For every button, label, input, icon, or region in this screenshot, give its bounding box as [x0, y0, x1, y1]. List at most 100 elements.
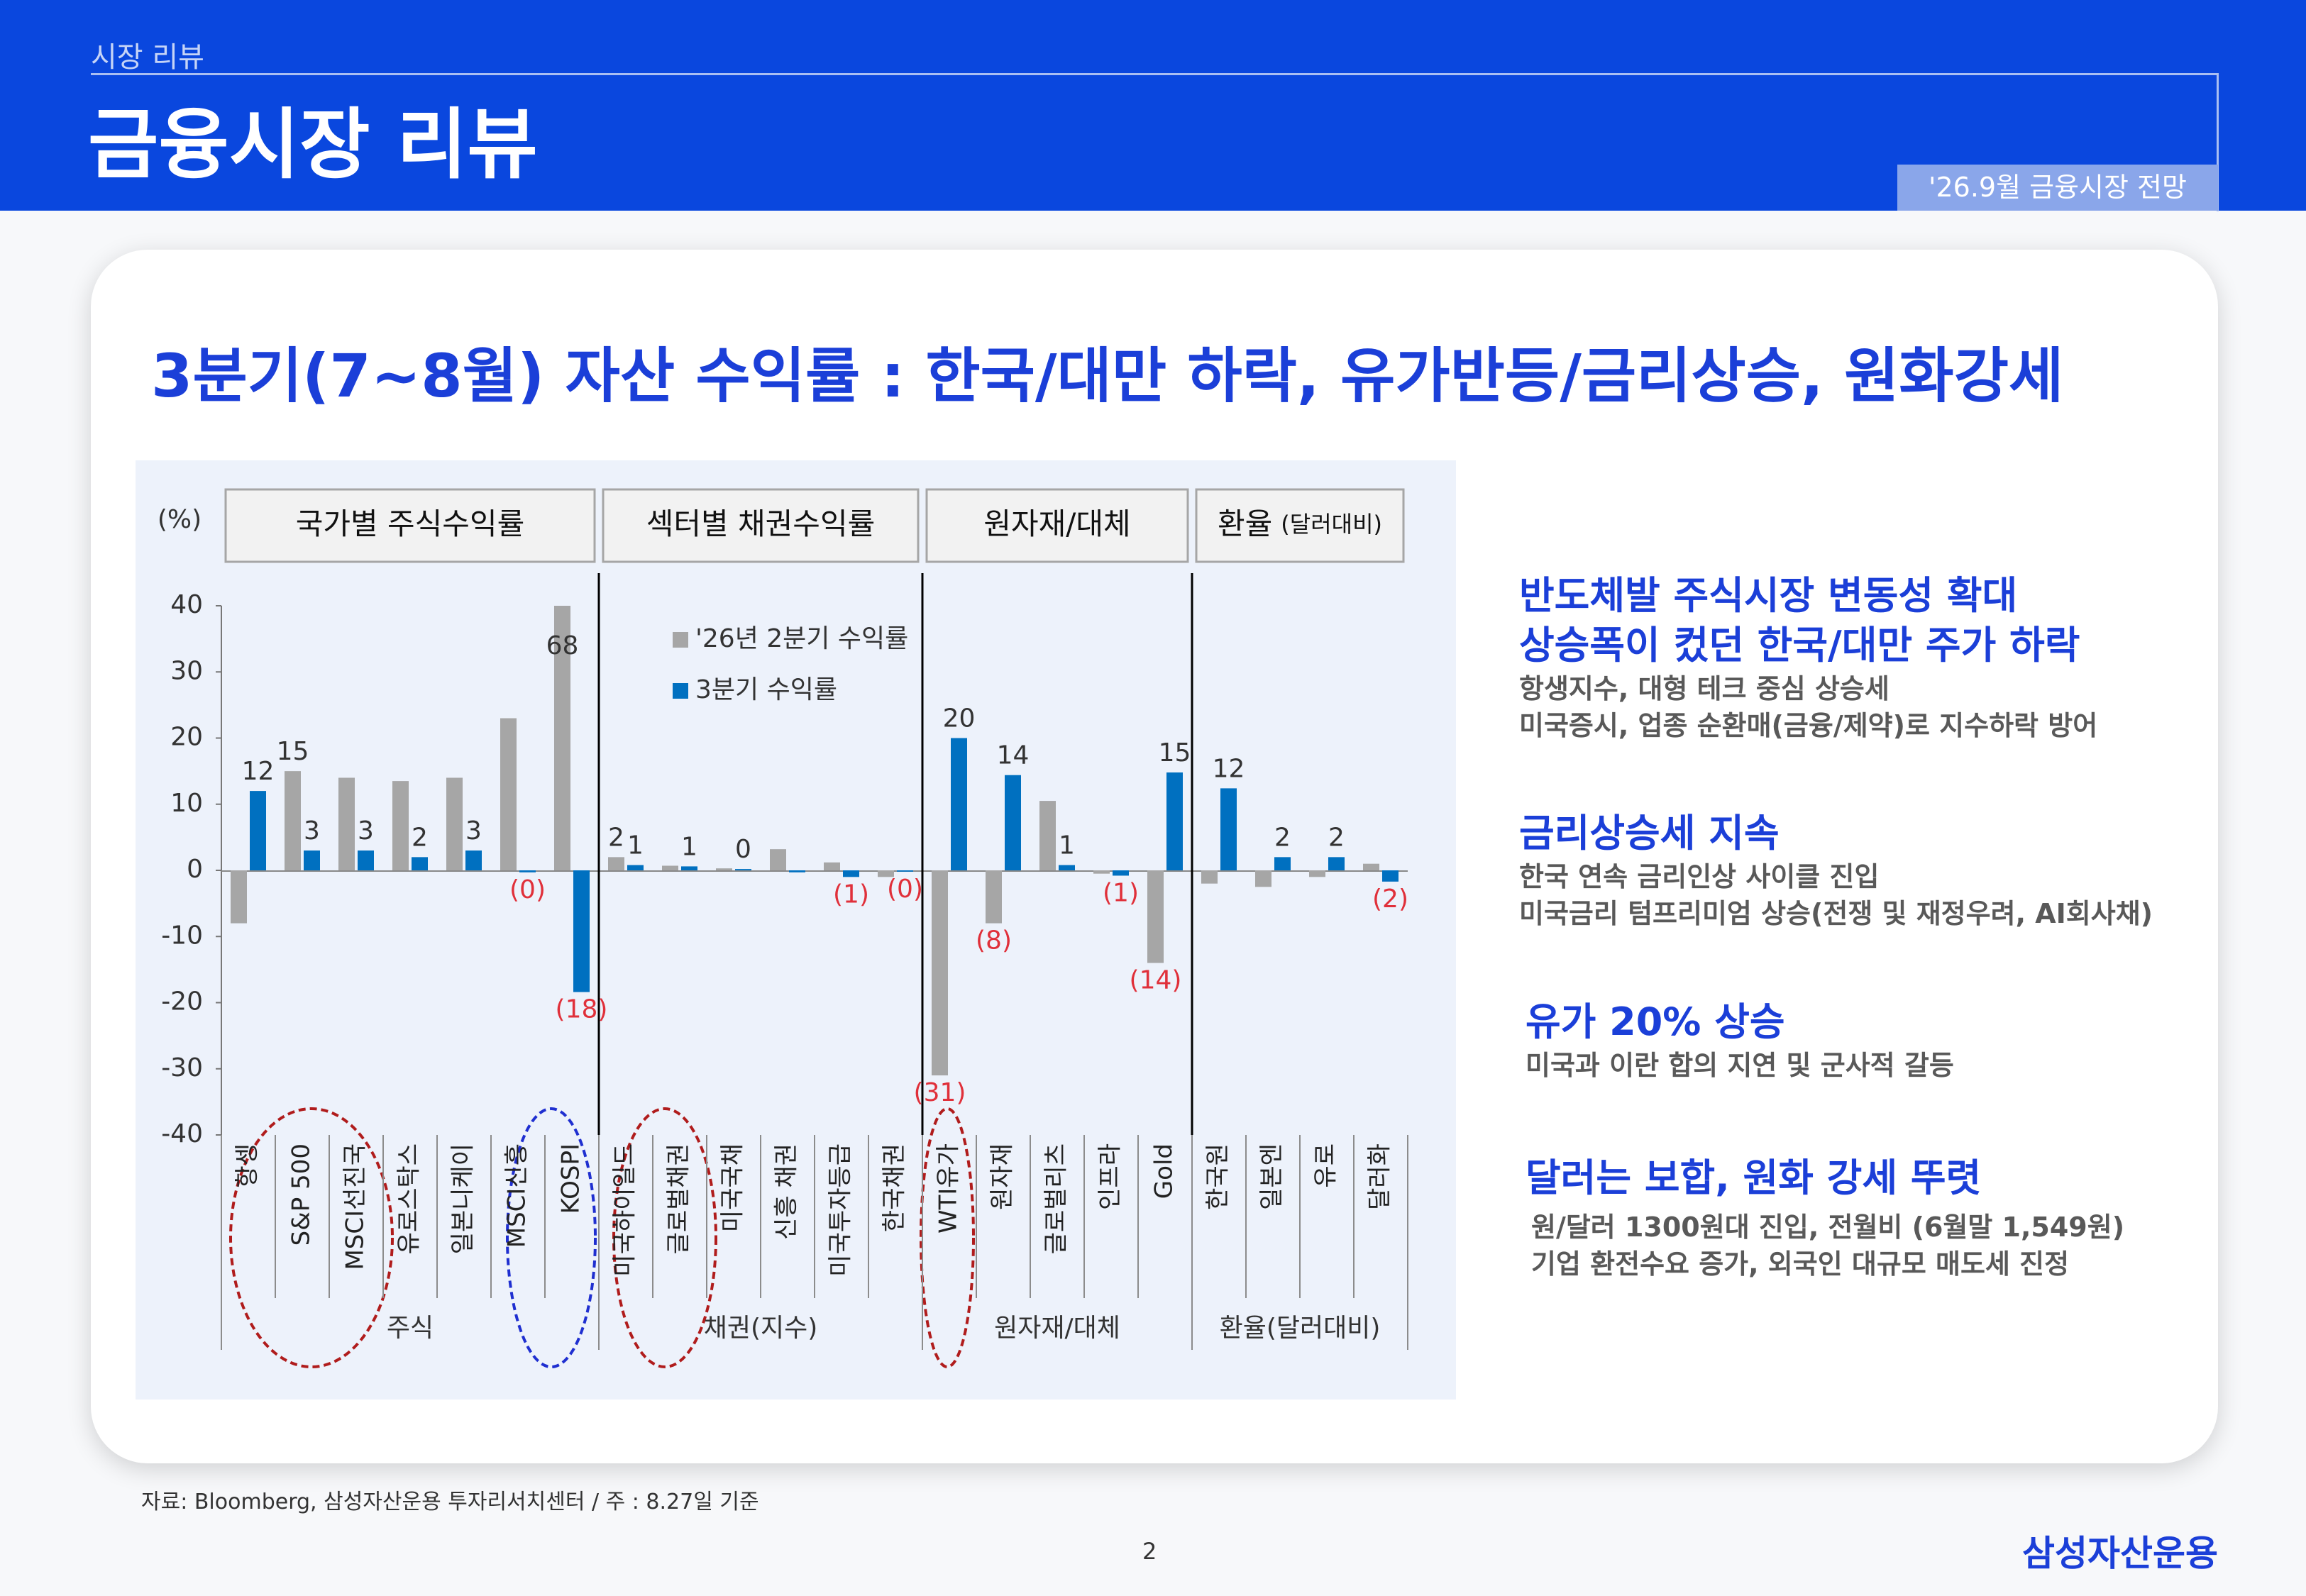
bar — [789, 870, 805, 872]
bar — [986, 870, 1002, 924]
group-header: 국가별 주식수익률 — [296, 506, 524, 541]
commentary-detail: 미국과 이란 합의 지연 및 군사적 갈등 — [1526, 1050, 1954, 1081]
group-header-box — [224, 488, 596, 563]
unit-label: (%) — [158, 505, 202, 534]
highlight-ellipse — [612, 1107, 717, 1368]
x-tick-label: KOSPI — [557, 1143, 585, 1214]
bar — [716, 868, 732, 870]
bar — [770, 849, 786, 870]
bar — [500, 718, 517, 870]
section-label: 시장 리뷰 — [91, 41, 204, 74]
bar — [1255, 870, 1271, 887]
bar — [932, 870, 948, 1076]
data-label: 2 — [1328, 823, 1345, 852]
y-tick-label: 20 — [170, 723, 203, 752]
group-label: 원자재/대체 — [994, 1314, 1120, 1343]
group-header: 섹터별 채권수익률 — [646, 506, 875, 541]
bar — [1309, 870, 1325, 877]
commentary-heading: 달러는 보합, 원화 강세 뚜렷 — [1526, 1156, 1982, 1200]
data-label: 1 — [627, 831, 644, 860]
data-label: 3 — [304, 816, 320, 846]
group-header-box — [925, 488, 1189, 563]
data-label: 0 — [735, 835, 751, 864]
bar — [1220, 788, 1237, 870]
bar — [1382, 870, 1399, 882]
data-label: 14 — [997, 741, 1030, 770]
data-label: 3 — [465, 816, 482, 846]
legend-swatch — [673, 683, 688, 699]
bar — [231, 870, 247, 924]
x-tick-label: 미국국채 — [719, 1143, 747, 1232]
group-header-title: 섹터별 채권수익률 — [646, 506, 875, 541]
legend-label: 3분기 수익률 — [695, 675, 837, 704]
data-label: (0) — [887, 875, 923, 904]
data-label: 2 — [608, 823, 624, 852]
data-label: 2 — [412, 823, 428, 852]
x-tick-label: 한국채권 — [881, 1143, 909, 1232]
header-frame — [91, 73, 2219, 211]
data-label: 1 — [1059, 831, 1075, 860]
y-tick-label: 30 — [170, 656, 203, 685]
group-label: 환율(달러대비) — [1220, 1314, 1381, 1343]
bar — [250, 791, 266, 870]
y-tick-label: 0 — [187, 855, 203, 884]
group-header-box — [602, 488, 920, 563]
x-tick-label: 글로벌채권 — [665, 1143, 693, 1254]
x-tick-label: 미국투자등급 — [827, 1143, 855, 1277]
data-label: (31) — [914, 1078, 966, 1107]
data-label: 15 — [1159, 738, 1191, 767]
commentary-detail: 한국 연속 금리인상 사이클 진입 — [1519, 861, 1880, 892]
bar — [519, 870, 536, 872]
bar — [608, 857, 624, 870]
x-tick-label: 미국하이일드 — [611, 1143, 639, 1277]
x-tick-label: S&P 500 — [287, 1143, 316, 1246]
bar — [446, 777, 463, 870]
commentary-detail: 항생지수, 대형 테크 중심 상승세 — [1519, 673, 1890, 704]
data-label: 12 — [1213, 754, 1245, 783]
x-tick-label: 한국원 — [1204, 1143, 1232, 1210]
commentary-detail: 미국증시, 업종 순환매(금융/제약)로 지수하락 방어 — [1519, 710, 2098, 741]
commentary-heading: 유가 20% 상승 — [1526, 999, 1785, 1044]
bar — [412, 857, 428, 870]
bar — [897, 870, 913, 872]
y-tick-label: -40 — [161, 1119, 203, 1148]
legend-swatch — [673, 632, 688, 648]
x-tick-label: 유로스탁스 — [395, 1143, 424, 1254]
commentary-heading: 반도체발 주식시장 변동성 확대 — [1519, 573, 2018, 618]
bar — [627, 865, 644, 870]
x-tick-label: 글로벌리츠 — [1042, 1143, 1071, 1254]
bar — [465, 850, 482, 870]
x-tick-label: 일본엔 — [1258, 1143, 1286, 1210]
bar — [1166, 772, 1183, 870]
data-label: 20 — [943, 704, 976, 733]
annotations — [229, 1107, 975, 1368]
highlight-ellipse — [920, 1107, 975, 1368]
bar — [1113, 870, 1129, 876]
commentary-heading: 금리상승세 지속 — [1519, 811, 1780, 855]
group-header-title: 국가별 주식수익률 — [296, 506, 524, 541]
bar — [1363, 863, 1379, 870]
bar — [358, 850, 374, 870]
bar — [304, 850, 320, 870]
data-label: 2 — [1274, 823, 1291, 852]
bar — [1093, 870, 1110, 874]
x-tick-label: Gold — [1150, 1143, 1179, 1199]
x-tick-label: 신흥 채권 — [773, 1143, 801, 1240]
bar — [1201, 870, 1218, 884]
bar — [1039, 801, 1056, 870]
group-header: 원자재/대체 — [983, 506, 1130, 541]
bar — [392, 781, 409, 870]
bar — [554, 606, 570, 870]
data-label: (2) — [1372, 885, 1408, 914]
bar — [1059, 865, 1075, 870]
x-tick-label: 원자재 — [988, 1143, 1017, 1210]
bar — [338, 777, 355, 870]
group-header: 환율 (달러대비) — [1218, 506, 1382, 541]
x-tick-label: 유로 — [1312, 1143, 1340, 1188]
page-title: 금융시장 리뷰 — [88, 101, 538, 189]
data-label: (1) — [1103, 878, 1139, 907]
group-label: 주식 — [387, 1314, 434, 1343]
data-label: 68 — [546, 631, 579, 660]
